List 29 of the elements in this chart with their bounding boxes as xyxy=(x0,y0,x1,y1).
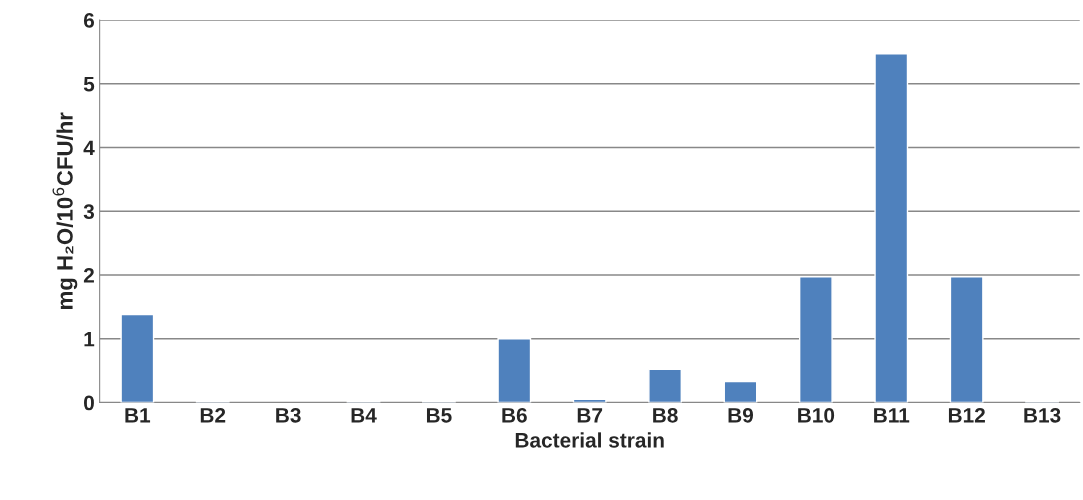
bar xyxy=(723,380,758,403)
y-axis-title: mg H₂O/10$^{6}$CFU/hr xyxy=(52,112,78,310)
x-tick-label: B12 xyxy=(948,407,985,423)
y-tick-label: 2 xyxy=(83,268,94,283)
x-tick-label: B3 xyxy=(276,407,301,423)
y-tick-label: 5 xyxy=(83,76,95,92)
x-tick-label: B10 xyxy=(798,407,835,423)
bar xyxy=(497,338,532,403)
bar xyxy=(120,313,155,403)
x-tick-label: B8 xyxy=(653,407,678,423)
x-tick-label: B11 xyxy=(874,408,910,423)
y-tick-label: 6 xyxy=(83,13,95,28)
x-tick-label: B2 xyxy=(200,407,226,423)
bar xyxy=(798,276,833,403)
x-tick-label: B9 xyxy=(728,407,754,423)
y-tick-label: 3 xyxy=(83,204,95,220)
y-tick-label: 0 xyxy=(84,395,94,411)
bar xyxy=(648,368,682,403)
x-tick-label: B6 xyxy=(502,407,527,423)
x-tick-label: B7 xyxy=(577,408,603,423)
y-tick-label: 4 xyxy=(83,140,95,156)
x-tick-label: B5 xyxy=(426,408,452,423)
x-tick-label: B1 xyxy=(125,408,151,423)
x-tick-label: B13 xyxy=(1024,407,1061,423)
bar xyxy=(874,53,909,403)
x-tick-label: B4 xyxy=(351,408,377,423)
x-axis-title: Bacterial strain xyxy=(515,432,664,448)
bar xyxy=(949,276,984,403)
y-tick-label: 1 xyxy=(84,331,95,347)
